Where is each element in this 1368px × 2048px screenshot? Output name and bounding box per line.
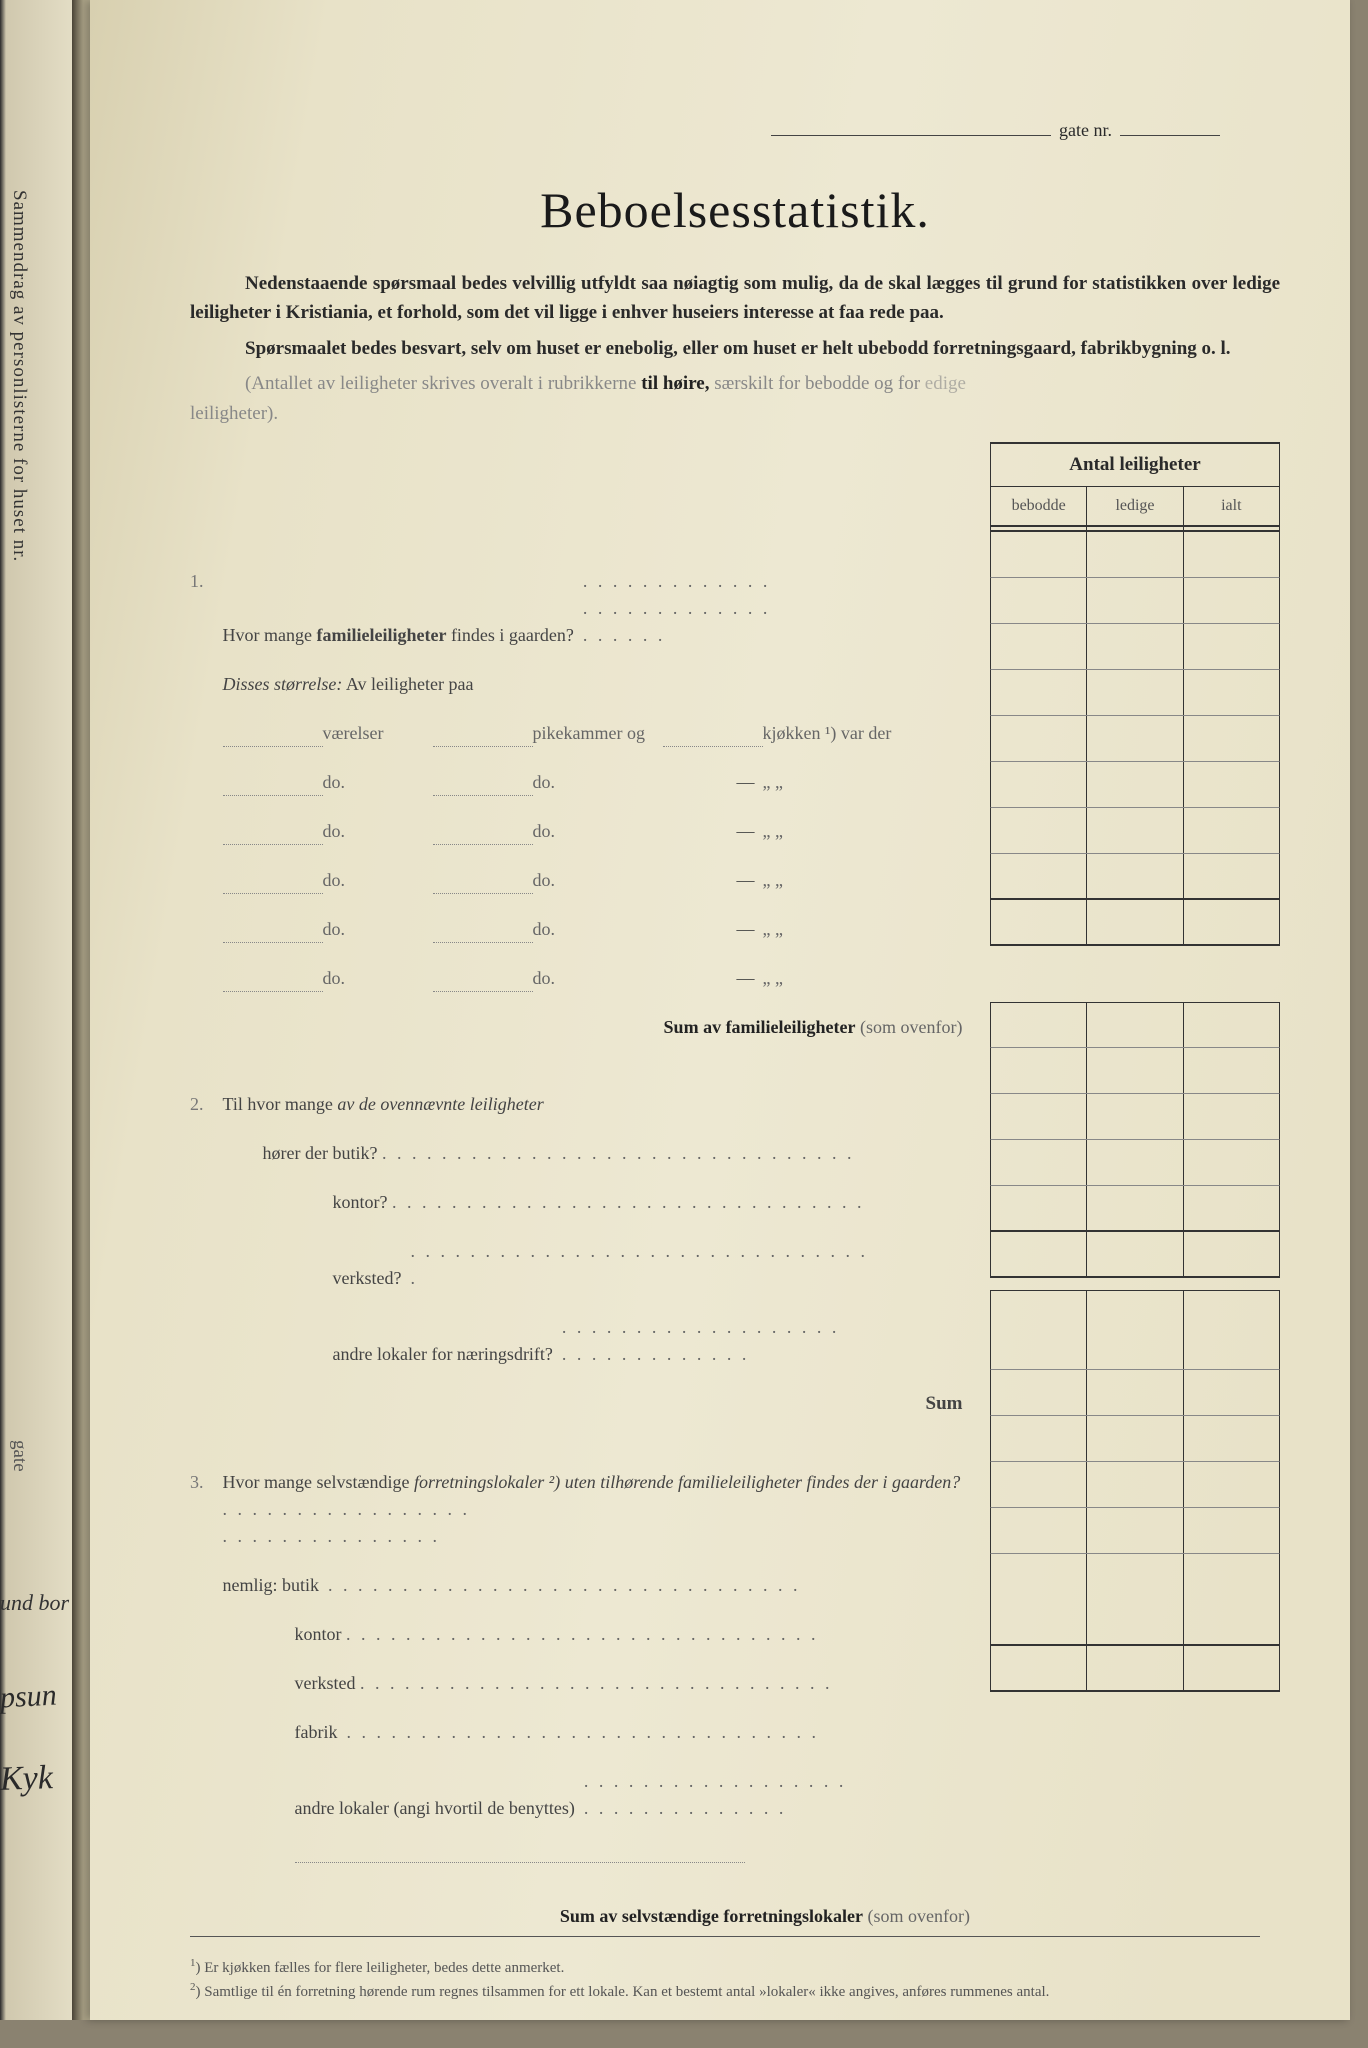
intro-paragraph-3: (Antallet av leiligheter skrives overalt… xyxy=(190,369,1280,428)
col-ialt: ialt xyxy=(1183,487,1279,525)
question-2: 2. Til hvor mange av de ovennævnte leili… xyxy=(190,1091,970,1419)
col-ledige: ledige xyxy=(1086,487,1182,525)
header-gate-nr: gate nr. xyxy=(190,120,1280,141)
q3-sum: Sum av selvstændige forretningslokaler (… xyxy=(190,1903,970,1930)
footnotes: 1) Er kjøkken fælles for flere leilighet… xyxy=(190,1955,1280,2004)
question-3: 3. Hvor mange selvstændige forretningslo… xyxy=(190,1469,970,1893)
q1-number: 1. xyxy=(190,568,218,595)
intro-paragraph-1: Nedenstaaende spørsmaal bedes velvillig … xyxy=(190,269,1280,328)
footnote-1: Er kjøkken fælles for flere leiligheter,… xyxy=(204,1960,564,1976)
q1-sum: Sum av familieleiligheter (som ovenfor) xyxy=(223,1014,963,1041)
questions-section: 1. Hvor mange familieleiligheter findes … xyxy=(190,448,970,1930)
question-1: 1. Hvor mange familieleiligheter findes … xyxy=(190,568,970,1041)
gate-nr-label: gate nr. xyxy=(1059,120,1112,140)
intro-paragraph-2: Spørsmaalet bedes besvart, selv om huset… xyxy=(190,334,1280,363)
q2-number: 2. xyxy=(190,1091,218,1118)
q3-number: 3. xyxy=(190,1469,218,1496)
page-title: Beboelsesstatistik. xyxy=(190,181,1280,239)
spine-text-gate: gate xyxy=(8,1440,30,1472)
page-spine: Sammendrag av personlisterne for huset n… xyxy=(0,0,75,2020)
col-bebodde: bebodde xyxy=(991,487,1086,525)
document-page: gate nr. Beboelsesstatistik. Nedenstaaen… xyxy=(90,0,1350,2020)
apartment-count-table: Antal leiligheter bebodde ledige ialt xyxy=(990,442,1280,1692)
table-title: Antal leiligheter xyxy=(990,442,1280,486)
q2-sum: Sum xyxy=(223,1390,963,1419)
handwriting-margin-3: Kyk xyxy=(0,1759,54,1799)
handwriting-margin-2: psun xyxy=(0,1679,58,1716)
divider xyxy=(190,1936,1260,1937)
footnote-2: Samtlige til én forretning hørende rum r… xyxy=(204,1984,1049,2000)
handwriting-margin-1: und bor xyxy=(0,1590,69,1616)
table-header-row: bebodde ledige ialt xyxy=(990,486,1280,526)
spine-text-summary: Sammendrag av personlisterne for huset n… xyxy=(8,190,30,562)
